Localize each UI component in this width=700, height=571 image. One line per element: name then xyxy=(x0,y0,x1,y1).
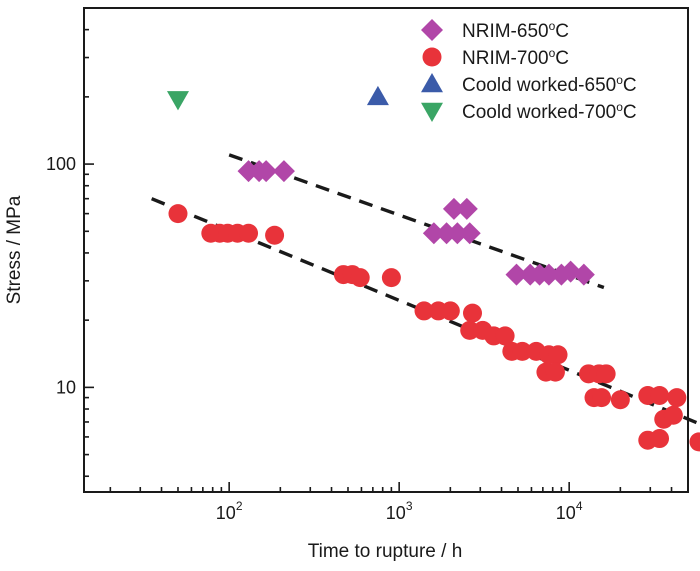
data-point-diamond xyxy=(272,160,295,183)
data-point-circle xyxy=(667,388,687,408)
x-tick-label: 102 xyxy=(216,499,243,523)
data-point-circle xyxy=(440,301,460,321)
data-point-circle xyxy=(463,303,483,323)
data-point-triangle-up xyxy=(366,85,389,106)
legend-marker-triangle-up xyxy=(421,73,443,93)
data-point-circle xyxy=(414,301,434,321)
data-point-circle xyxy=(460,320,480,340)
data-point-diamond xyxy=(255,160,278,183)
data-point-circle xyxy=(596,364,616,384)
y-tick-label: 10 xyxy=(56,377,76,397)
data-point-circle xyxy=(689,432,700,452)
data-point-circle xyxy=(650,429,670,449)
data-point-circle xyxy=(548,345,568,365)
data-point-diamond xyxy=(455,197,478,220)
x-tick-label: 104 xyxy=(556,499,583,523)
data-point-circle xyxy=(239,223,259,243)
legend-label: NRIM-650oC xyxy=(462,19,569,42)
legend-label: Coold worked-650oC xyxy=(462,73,637,96)
legend-marker-diamond xyxy=(421,19,443,41)
data-point-circle xyxy=(495,326,515,346)
data-point-circle xyxy=(381,268,401,288)
data-point-circle xyxy=(265,225,285,245)
legend-marker-circle xyxy=(422,47,442,67)
axis-ticks: 10210310410510100 xyxy=(46,7,689,523)
legend-label: Coold worked-700oC xyxy=(462,100,637,123)
data-point-diamond xyxy=(442,197,465,220)
data-point-triangle-down xyxy=(166,91,189,111)
data-point-circle xyxy=(168,204,188,224)
data-point-diamond xyxy=(446,222,469,245)
data-points xyxy=(166,85,700,452)
x-axis-title: Time to rupture / h xyxy=(308,541,463,562)
data-point-circle xyxy=(592,388,612,408)
data-point-circle xyxy=(610,390,630,410)
y-axis-title: Stress / MPa xyxy=(4,195,25,304)
data-point-diamond xyxy=(572,263,595,286)
data-point-diamond xyxy=(537,263,560,286)
data-point-diamond xyxy=(422,222,445,245)
data-point-diamond xyxy=(458,222,481,245)
y-tick-label: 100 xyxy=(46,154,76,174)
x-tick-label: 103 xyxy=(386,499,413,523)
data-point-circle xyxy=(545,362,565,382)
legend: NRIM-650oC NRIM-700oC Coold worked-650oC Co… xyxy=(421,19,637,123)
legend-marker-triangle-down xyxy=(421,102,443,122)
data-point-circle xyxy=(650,385,670,405)
data-point-diamond xyxy=(505,263,528,286)
legend-label: NRIM-700oC xyxy=(462,46,569,69)
data-point-circle xyxy=(350,268,370,288)
plot-frame xyxy=(83,7,689,493)
data-point-circle xyxy=(512,341,532,361)
data-point-circle xyxy=(663,405,683,425)
